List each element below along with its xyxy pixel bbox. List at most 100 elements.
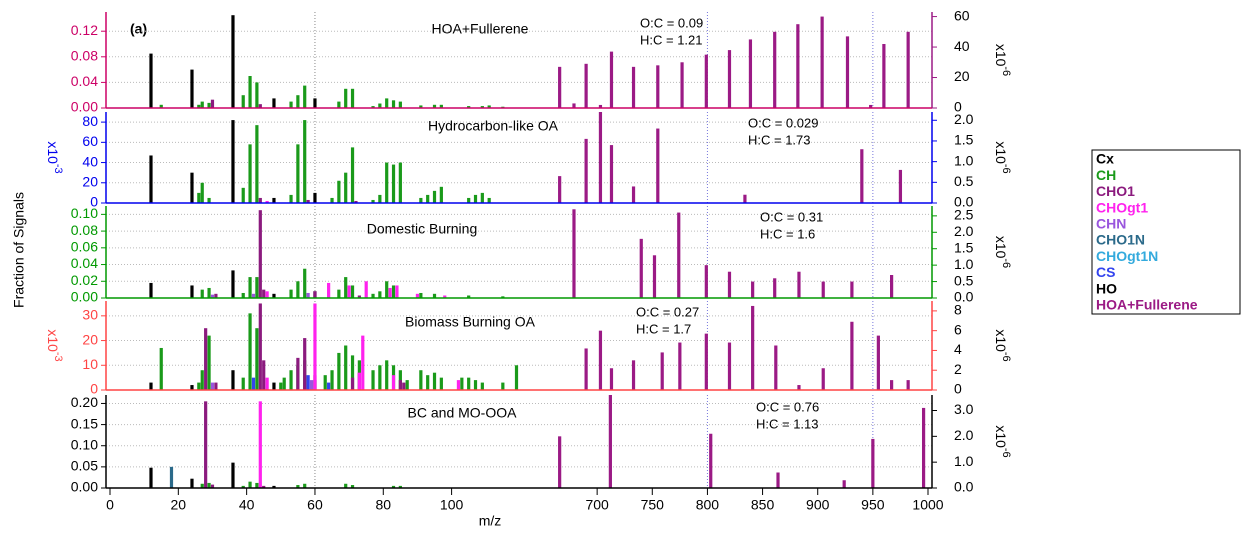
- bar: [169, 466, 174, 488]
- bar: [248, 481, 252, 488]
- y2-tick-label: 2.0: [954, 111, 974, 127]
- bar: [344, 172, 348, 203]
- bar: [265, 291, 269, 298]
- bar: [608, 395, 612, 488]
- bar: [572, 209, 576, 298]
- bar: [850, 321, 854, 390]
- bar: [241, 187, 245, 203]
- bar: [241, 292, 245, 298]
- bar: [210, 484, 215, 488]
- y2-tick-label: 0: [954, 99, 962, 115]
- bar: [598, 112, 603, 203]
- bar: [467, 106, 471, 108]
- bar: [473, 380, 478, 390]
- bar: [876, 335, 880, 390]
- bar: [350, 285, 355, 298]
- bar: [251, 293, 256, 298]
- y-tick-label: 0.04: [71, 73, 98, 89]
- panel-title: Biomass Burning OA: [405, 314, 536, 330]
- y2-scale-label-exp: -6: [1000, 448, 1012, 458]
- bar: [572, 103, 576, 108]
- panel-title: Domestic Burning: [367, 221, 478, 237]
- bar: [248, 76, 252, 108]
- y2-tick-label: 8: [954, 302, 962, 318]
- y-scale-label-exp: -3: [52, 352, 64, 362]
- bar: [330, 370, 334, 390]
- y-scale-label-base: x10: [45, 329, 61, 352]
- bar: [727, 50, 732, 108]
- bar: [405, 380, 409, 390]
- y2-tick-label: 40: [954, 38, 970, 54]
- bar: [327, 382, 331, 390]
- bar: [303, 338, 307, 390]
- legend-entry: HOA+Fullerene: [1096, 297, 1198, 313]
- bar: [265, 200, 269, 203]
- bar: [402, 382, 406, 390]
- bar: [378, 365, 382, 390]
- y-tick-label: 40: [82, 153, 98, 169]
- y-scale-label-base: x10: [45, 141, 61, 164]
- y2-scale-label-base: x10: [993, 425, 1009, 448]
- bar: [871, 438, 875, 488]
- bar: [296, 485, 300, 488]
- y2-scale-label: x10-6: [993, 236, 1012, 268]
- bar: [231, 120, 235, 203]
- bar: [480, 192, 484, 203]
- bar: [207, 197, 211, 203]
- y2-tick-label: 4: [954, 341, 962, 357]
- bar: [921, 407, 926, 488]
- y2-tick-label: 1.0: [954, 453, 974, 469]
- y2-tick-label: 2.5: [954, 207, 974, 223]
- bar: [660, 352, 664, 390]
- bar: [609, 145, 614, 203]
- bar: [609, 368, 614, 390]
- bar: [357, 372, 361, 390]
- annotation: H:C = 1.21: [640, 32, 703, 47]
- bar: [371, 293, 375, 298]
- y2-scale-label: x10-6: [993, 44, 1012, 76]
- bar: [197, 192, 201, 203]
- bar: [207, 482, 211, 488]
- y2-tick-label: 2.0: [954, 427, 974, 443]
- bar: [584, 63, 588, 108]
- bar: [200, 182, 204, 203]
- bar: [200, 101, 204, 108]
- bar: [258, 197, 262, 203]
- y-tick-label: 0.00: [71, 99, 98, 115]
- legend-entry: HO: [1096, 280, 1117, 296]
- bar: [265, 377, 269, 390]
- y2-scale-label-base: x10: [993, 44, 1009, 67]
- bar: [306, 199, 310, 203]
- bar: [279, 382, 283, 390]
- bar: [313, 291, 317, 298]
- bar: [467, 377, 471, 390]
- bar: [467, 197, 471, 203]
- bar: [330, 197, 334, 203]
- legend-entry: CHO1: [1096, 183, 1135, 199]
- bar: [890, 380, 894, 390]
- bar: [432, 293, 437, 298]
- bar: [371, 199, 375, 203]
- bar: [385, 98, 389, 108]
- bar: [231, 370, 235, 390]
- bar: [656, 128, 660, 203]
- bar: [906, 31, 910, 108]
- bar: [272, 98, 276, 108]
- bar: [214, 382, 218, 390]
- bar: [159, 104, 163, 108]
- y2-tick-label: 2.0: [954, 223, 974, 239]
- bar: [473, 194, 478, 203]
- bar: [426, 375, 430, 390]
- annotation: O:C = 0.31: [760, 209, 823, 224]
- legend-entry: CHOgt1N: [1096, 248, 1158, 264]
- y-tick-label: 60: [82, 133, 98, 149]
- bar: [231, 270, 235, 298]
- bar: [773, 278, 777, 298]
- bar: [678, 342, 682, 390]
- panel-title: BC and MO-OOA: [408, 405, 518, 421]
- bar: [842, 480, 846, 488]
- x-tick-label: 40: [239, 497, 255, 513]
- bar: [797, 385, 801, 390]
- bar: [190, 172, 194, 203]
